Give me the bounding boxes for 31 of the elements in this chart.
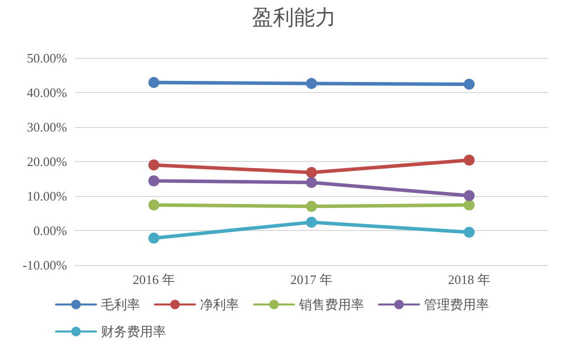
y-tick-label: 30.00% [26,120,68,134]
point [306,200,317,212]
y-tick-label: -10.00% [22,258,68,272]
y-tick-label: 40.00% [26,85,68,100]
point [464,154,475,166]
point [464,199,475,210]
point [306,216,317,228]
y-tick-label: 0.00% [33,223,68,238]
point [306,177,317,188]
point [148,159,160,170]
point [148,77,160,88]
point [148,175,160,186]
point [148,199,160,210]
chart-title: 盈利能力 [252,6,336,30]
legend-label: 财务费用率 [101,324,166,339]
y-tick-label: 20.00% [26,154,68,169]
y-tick-label: 50.00% [26,50,68,66]
point [464,226,475,238]
x-tick-label: 2018 年 [448,272,490,287]
point [464,78,475,90]
point [306,78,317,90]
point [464,190,475,202]
legend-label: 净利率 [200,297,239,312]
point [148,232,160,244]
legend-label: 管理费用率 [424,297,489,312]
legend-label: 毛利率 [101,297,140,312]
x-tick-label: 2017 年 [290,272,333,287]
y-tick-label: 10.00% [26,188,68,204]
point [306,167,317,178]
legend-label: 销售费用率 [298,297,364,312]
x-tick-label: 2016 年 [132,272,175,287]
